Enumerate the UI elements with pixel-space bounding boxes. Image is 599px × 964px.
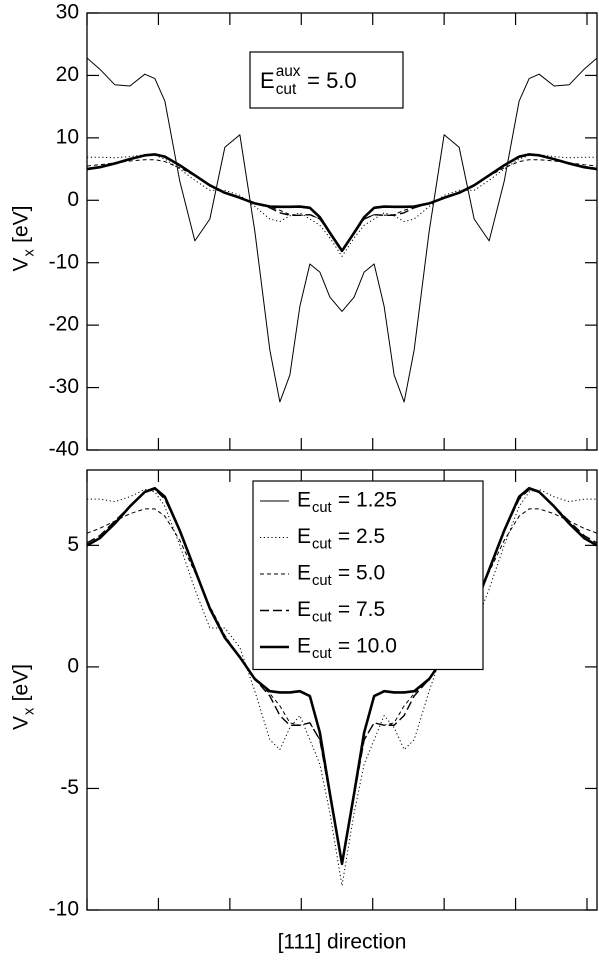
- series-line: [87, 486, 597, 866]
- annotation-box: [249, 51, 404, 109]
- plot-frame: [86, 469, 598, 911]
- y-label-sub: x: [21, 707, 37, 715]
- series-group: [87, 486, 597, 887]
- legend-label-sub: cut: [312, 537, 332, 553]
- series-line: [87, 153, 597, 253]
- legend-label-rest: = 1.25: [338, 489, 397, 512]
- y-tick-label: -10: [49, 250, 79, 273]
- legend-box: [252, 480, 484, 671]
- y-tick-label: -5: [60, 776, 79, 799]
- y-tick-label: -10: [49, 898, 79, 921]
- y-tick-label: 20: [56, 63, 79, 86]
- y-label-base: V: [10, 716, 33, 730]
- legend-label-base: E: [297, 562, 311, 585]
- series-line: [87, 154, 597, 252]
- series-line: [87, 159, 597, 251]
- x-axis-label: [111] direction: [278, 931, 407, 954]
- y-tick-label: -30: [49, 375, 79, 398]
- legend-label-rest: = 10.0: [338, 635, 397, 658]
- y-label: Vx [eV]: [10, 664, 38, 730]
- legend-label-base: E: [297, 489, 311, 512]
- y-tick-label: 10: [56, 125, 79, 148]
- y-label: Vx [eV]: [10, 205, 38, 271]
- legend-label-rest: = 2.5: [338, 525, 385, 548]
- series-line: [87, 154, 597, 257]
- annotation-sub: cut: [276, 81, 297, 98]
- series-group: [87, 57, 597, 403]
- legend-label-base: E: [297, 635, 311, 658]
- legend-label-base: E: [297, 525, 311, 548]
- y-tick-label: 0: [67, 654, 79, 677]
- legend-label-rest: = 7.5: [338, 598, 385, 621]
- y-label-rest: [eV]: [10, 205, 33, 242]
- legend-label-rest: = 5.0: [338, 562, 385, 585]
- y-label-base: V: [10, 257, 33, 271]
- annotation-sup: aux: [276, 63, 301, 80]
- y-axis-label: Vx [eV]: [10, 205, 38, 271]
- y-tick-label: -40: [49, 438, 79, 461]
- y-axis-label: Vx [eV]: [10, 664, 38, 730]
- y-tick-label: 0: [67, 188, 79, 211]
- y-label-sub: x: [21, 248, 37, 256]
- plot-frame: [86, 12, 598, 451]
- y-tick-label: 30: [56, 1, 79, 24]
- legend-label-sub: cut: [312, 646, 332, 662]
- series-line: [87, 57, 597, 403]
- y-tick-label: 5: [67, 533, 79, 556]
- annotation-base: E: [260, 68, 275, 93]
- y-tick-label: -20: [49, 313, 79, 336]
- legend-label-base: E: [297, 598, 311, 621]
- series-line: [87, 488, 597, 887]
- legend-label-sub: cut: [312, 500, 332, 516]
- legend-label-sub: cut: [312, 573, 332, 589]
- legend-label-sub: cut: [312, 610, 332, 626]
- y-label-rest: [eV]: [10, 664, 33, 701]
- annotation-rest: = 5.0: [307, 68, 357, 93]
